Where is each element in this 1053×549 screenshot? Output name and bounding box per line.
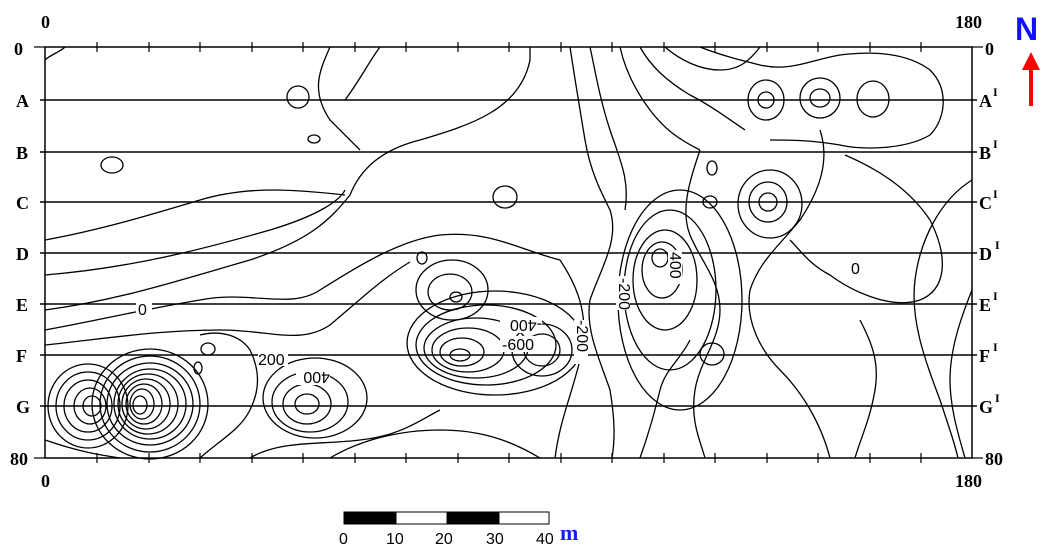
profile-label-g: G (16, 397, 30, 417)
profile-label-b: B (16, 143, 28, 163)
profile-label-c-prime: C (979, 193, 992, 213)
scale-unit: m (560, 520, 578, 545)
prime-mark-f: I (993, 340, 998, 354)
profile-label-e: E (16, 295, 28, 315)
profile-lines (40, 99, 977, 407)
y-axis-left-bottom-label: 80 (10, 449, 28, 469)
profile-labels-left: A B C D E F G (16, 91, 30, 417)
prime-mark-d: I (995, 238, 1000, 252)
scale-tick-20: 20 (435, 531, 453, 548)
x-axis-top-left-label: 0 (41, 12, 50, 32)
scale-bar: 0 10 20 30 40 m (339, 511, 578, 548)
profile-label-d: D (16, 244, 29, 264)
prime-mark-a: I (993, 85, 998, 99)
contour-label-minus-600: -600 (502, 337, 534, 354)
contour-label-400-vertical: 400 (666, 252, 683, 279)
y-axis-right-top-label: 0 (985, 39, 994, 59)
y-axis-right-bottom-label: 80 (985, 449, 1003, 469)
profile-label-f-prime: F (979, 346, 990, 366)
prime-mark-b: I (993, 137, 998, 151)
y-axis-left-top-label: 0 (14, 39, 23, 59)
scale-tick-30: 30 (486, 531, 504, 548)
profile-label-d-prime: D (979, 244, 992, 264)
scale-tick-40: 40 (536, 531, 554, 548)
contour-label-0-left: 0 (138, 302, 147, 319)
profile-label-a: A (16, 91, 29, 111)
x-axis-bottom-left-label: 0 (41, 471, 50, 491)
north-arrow-icon (1022, 52, 1040, 106)
contour-value-labels: 0 200 400 -600 -400 -200 -200 400 0 (136, 250, 864, 385)
scale-tick-10: 10 (386, 531, 404, 548)
contour-label-200: 200 (258, 352, 285, 369)
contour-label-minus-400-flipped: -400 (510, 316, 542, 333)
prime-mark-g: I (995, 391, 1000, 405)
prime-mark-e: I (993, 289, 998, 303)
north-label: N (1015, 11, 1038, 47)
profile-label-g-prime: G (979, 397, 993, 417)
contour-label-200-vertical: -200 (615, 278, 632, 310)
contour-label-0-right: 0 (851, 261, 860, 278)
x-axis-top-right-label: 180 (955, 12, 982, 32)
profile-labels-right: A I B I C I D I E I F I G I (979, 85, 1000, 417)
profile-label-f: F (16, 346, 27, 366)
prime-mark-c: I (993, 187, 998, 201)
x-axis-bottom-right-label: 180 (955, 471, 982, 491)
profile-label-e-prime: E (979, 295, 991, 315)
contour-label-400-flipped: 400 (303, 368, 330, 385)
profile-label-a-prime: A (979, 91, 992, 111)
scale-tick-0: 0 (339, 531, 348, 548)
contour-label-minus-200-vertical: -200 (573, 320, 590, 352)
profile-label-c: C (16, 193, 29, 213)
profile-label-b-prime: B (979, 143, 991, 163)
